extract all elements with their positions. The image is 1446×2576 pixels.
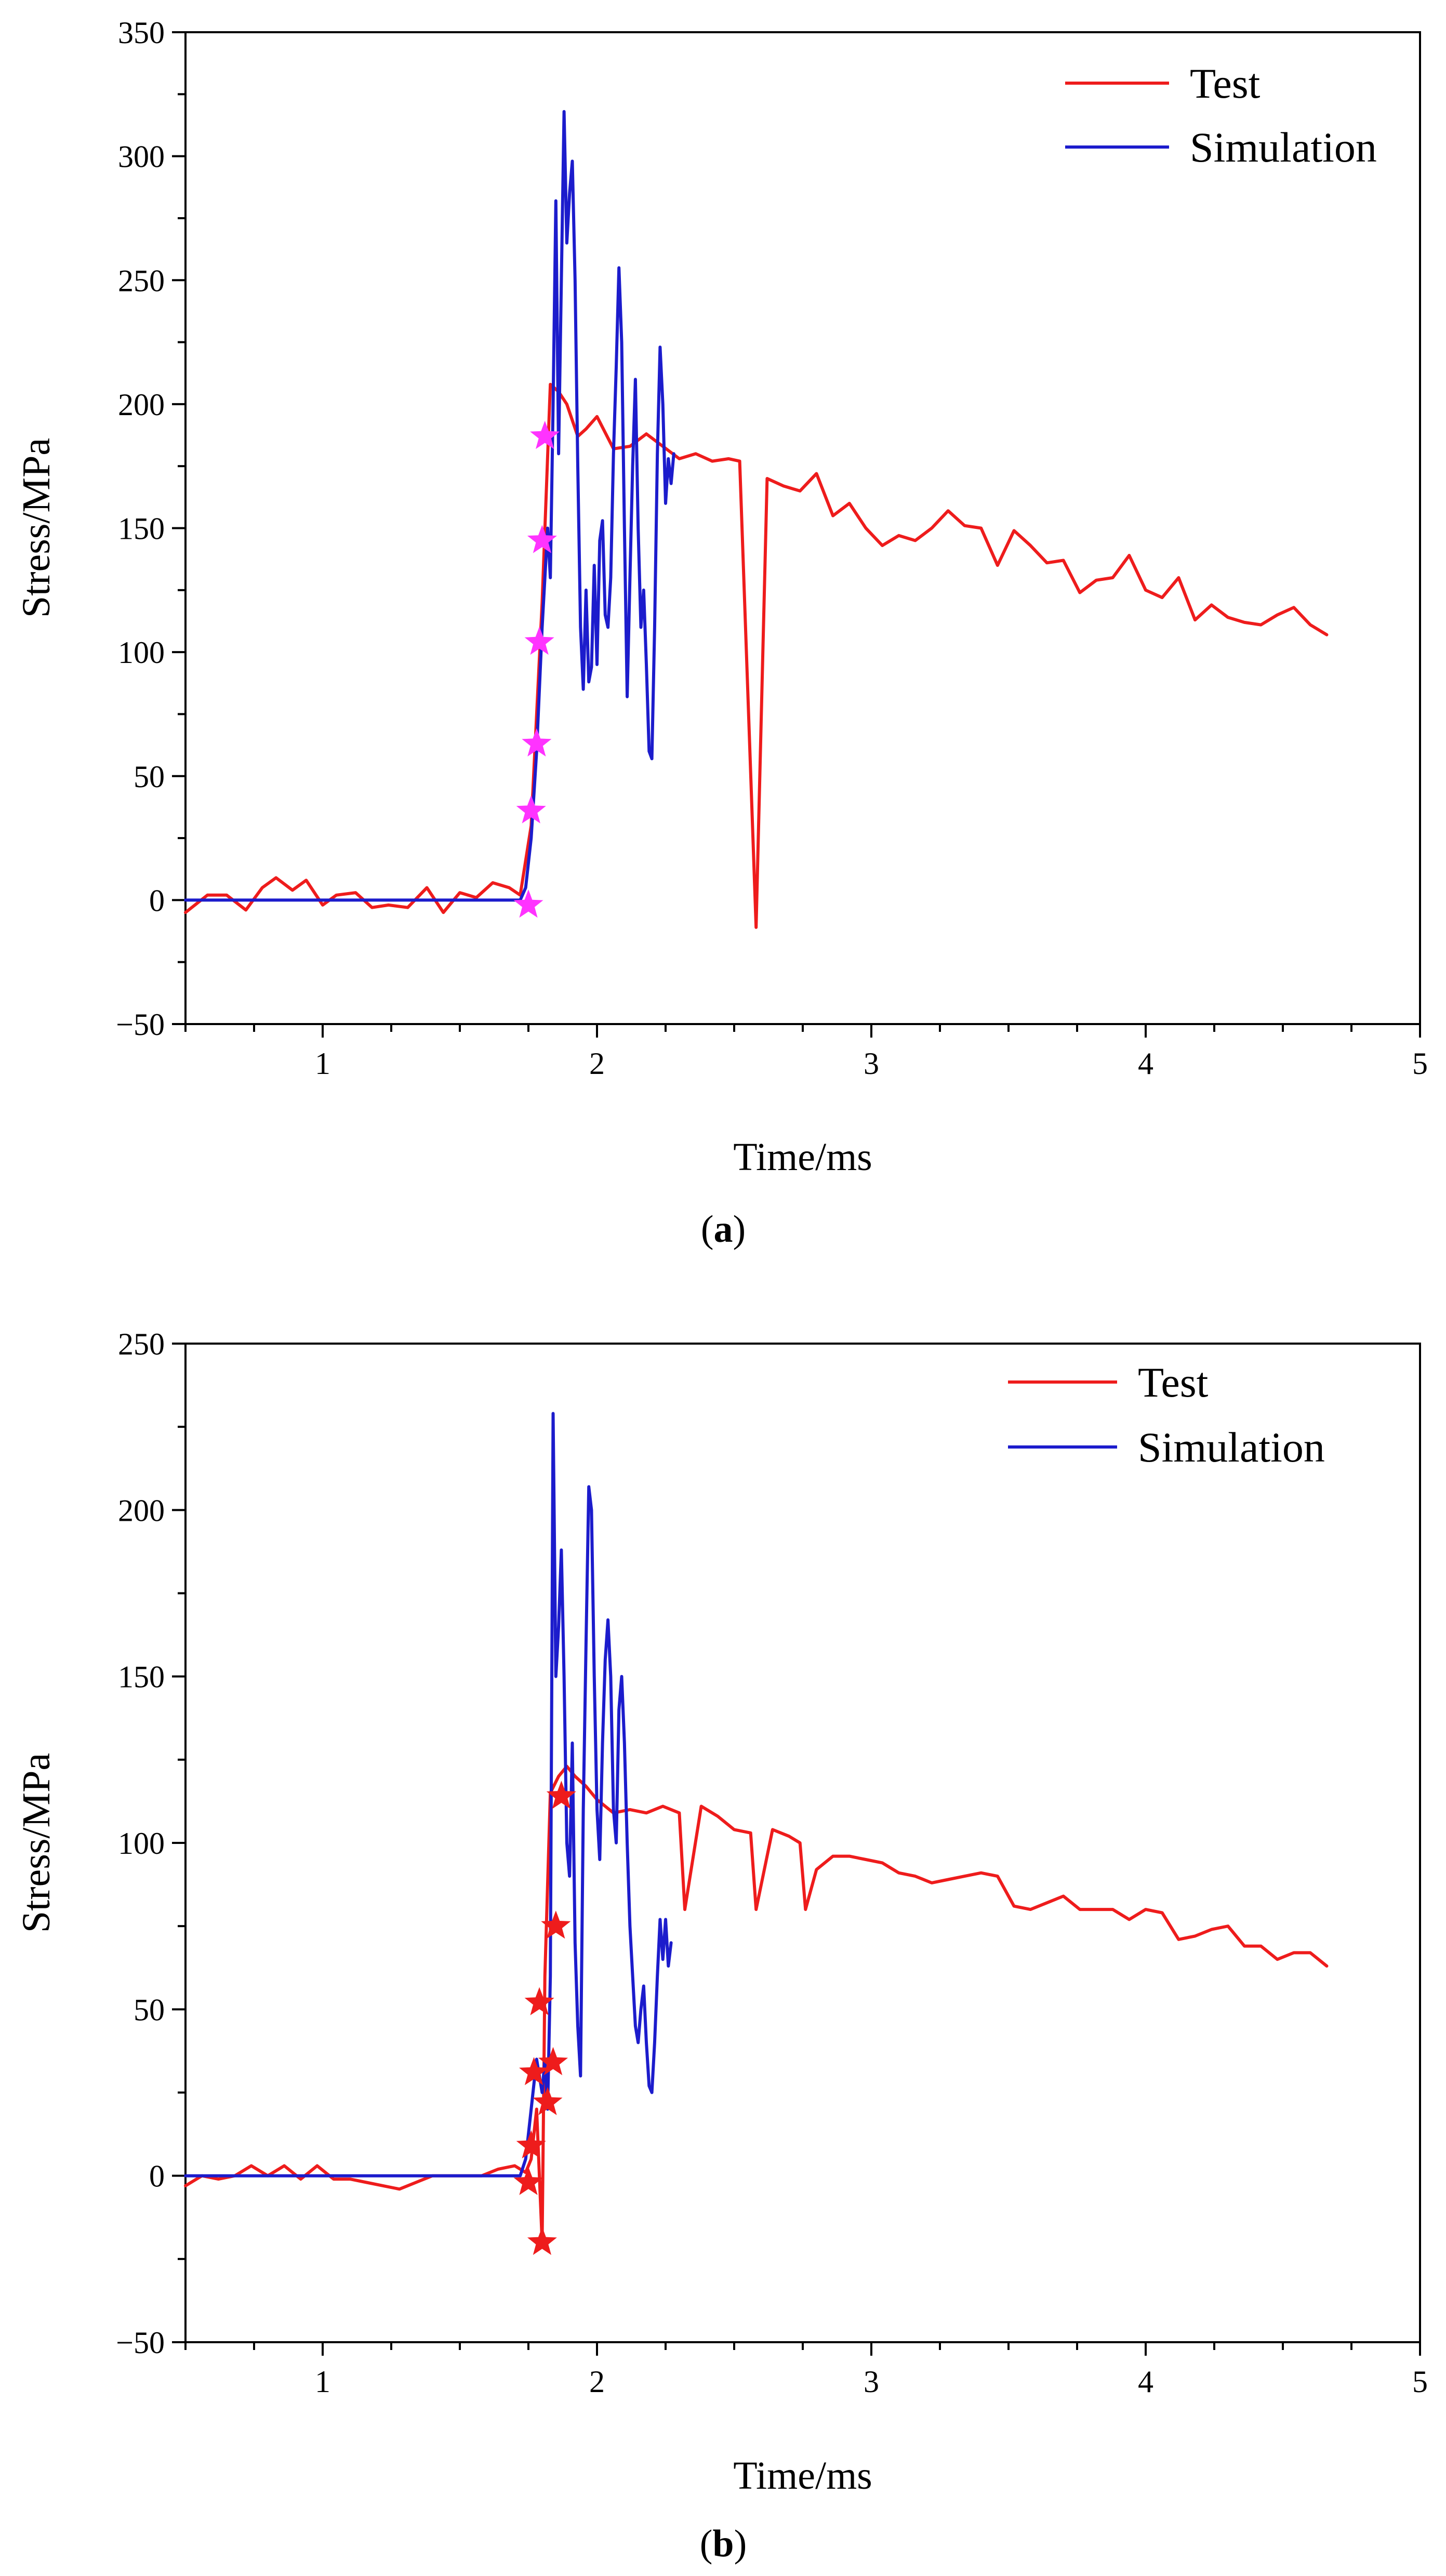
star-marker-a xyxy=(516,795,546,824)
plot-area-a xyxy=(184,31,1421,1025)
star-marker-b xyxy=(538,2047,568,2076)
caption-a: (a) xyxy=(701,1208,746,1251)
y-tick-label-a: 250 xyxy=(118,263,165,298)
star-marker-b xyxy=(541,1910,571,1939)
y-axis-label-a: Stress/MPa xyxy=(15,438,58,618)
x-tick-label-a: 5 xyxy=(1412,1046,1428,1081)
caption-b: (b) xyxy=(700,2522,747,2565)
y-tick-label-a: 300 xyxy=(118,140,165,174)
y-tick-label-b: 0 xyxy=(149,2159,165,2194)
star-marker-b xyxy=(533,2087,563,2115)
x-tick-label-b: 2 xyxy=(589,2365,605,2399)
series-a xyxy=(184,110,1329,929)
y-tick-label-a: 0 xyxy=(149,883,165,918)
series-line-test-a xyxy=(184,382,1329,929)
legend-label-test-a: Test xyxy=(1190,60,1261,107)
x-tick-label-b: 3 xyxy=(864,2365,879,2399)
star-marker-a xyxy=(527,525,557,553)
series-line-simulation-b xyxy=(184,1412,673,2177)
x-tick-label-a: 3 xyxy=(864,1046,879,1081)
star-marker-b xyxy=(527,2226,557,2255)
y-tick-label-a: −50 xyxy=(116,1007,165,1042)
chart-panel-a: 1 2 3 4 5 −50 0 50 100 150 200 250 300 350 Time/ms St… xyxy=(15,16,1428,1251)
y-tick-label-b: 250 xyxy=(118,1327,165,1361)
y-tick-label-b: 200 xyxy=(118,1493,165,1528)
star-marker-a xyxy=(524,627,554,655)
star-marker-a xyxy=(530,420,560,449)
x-tick-label-b: 1 xyxy=(315,2365,330,2399)
legend-b: Test Simulation xyxy=(1008,1359,1325,1471)
x-tick-label-a: 4 xyxy=(1138,1046,1153,1081)
y-tick-label-b: 50 xyxy=(134,1993,165,2027)
legend-label-simulation-a: Simulation xyxy=(1190,124,1377,171)
y-tick-label-a: 100 xyxy=(118,635,165,670)
star-marker-b xyxy=(524,1987,554,2015)
series-line-test-b xyxy=(184,1764,1329,2244)
markers-a xyxy=(513,420,560,918)
plot-area-b xyxy=(184,1343,1421,2343)
star-marker-a xyxy=(522,728,552,756)
y-tick-label-a: 150 xyxy=(118,512,165,546)
chart-panel-b: 1 2 3 4 5 −50 0 50 100 150 200 250 Time/ms Stress/M… xyxy=(15,1327,1428,2565)
star-marker-b xyxy=(513,2167,543,2195)
series-b xyxy=(184,1412,1329,2244)
x-axis-label-a: Time/ms xyxy=(733,1135,872,1179)
star-marker-a xyxy=(513,889,543,918)
ticks-a: 1 2 3 4 5 −50 0 50 100 150 200 250 300 350 xyxy=(116,16,1428,1081)
y-tick-label-b: 100 xyxy=(118,1826,165,1861)
x-tick-label-b: 5 xyxy=(1412,2365,1428,2399)
x-tick-label-b: 4 xyxy=(1138,2365,1153,2399)
star-marker-b xyxy=(519,2057,549,2086)
legend-label-simulation-b: Simulation xyxy=(1138,1424,1325,1471)
y-tick-label-a: 350 xyxy=(118,16,165,50)
y-tick-label-a: 200 xyxy=(118,388,165,422)
y-axis-label-b: Stress/MPa xyxy=(15,1753,58,1933)
y-tick-label-a: 50 xyxy=(134,760,165,794)
legend-label-test-b: Test xyxy=(1138,1359,1209,1406)
series-line-simulation-a xyxy=(184,110,675,902)
x-axis-label-b: Time/ms xyxy=(733,2454,872,2498)
star-marker-b xyxy=(546,1781,576,1809)
star-marker-b xyxy=(516,2130,546,2159)
markers-b xyxy=(513,1781,576,2255)
ticks-b: 1 2 3 4 5 −50 0 50 100 150 200 250 xyxy=(116,1327,1428,2399)
legend-a: Test Simulation xyxy=(1065,60,1377,171)
y-tick-label-b: −50 xyxy=(116,2326,165,2360)
y-tick-label-b: 150 xyxy=(118,1660,165,1694)
x-tick-label-a: 1 xyxy=(315,1046,330,1081)
x-tick-label-a: 2 xyxy=(589,1046,605,1081)
